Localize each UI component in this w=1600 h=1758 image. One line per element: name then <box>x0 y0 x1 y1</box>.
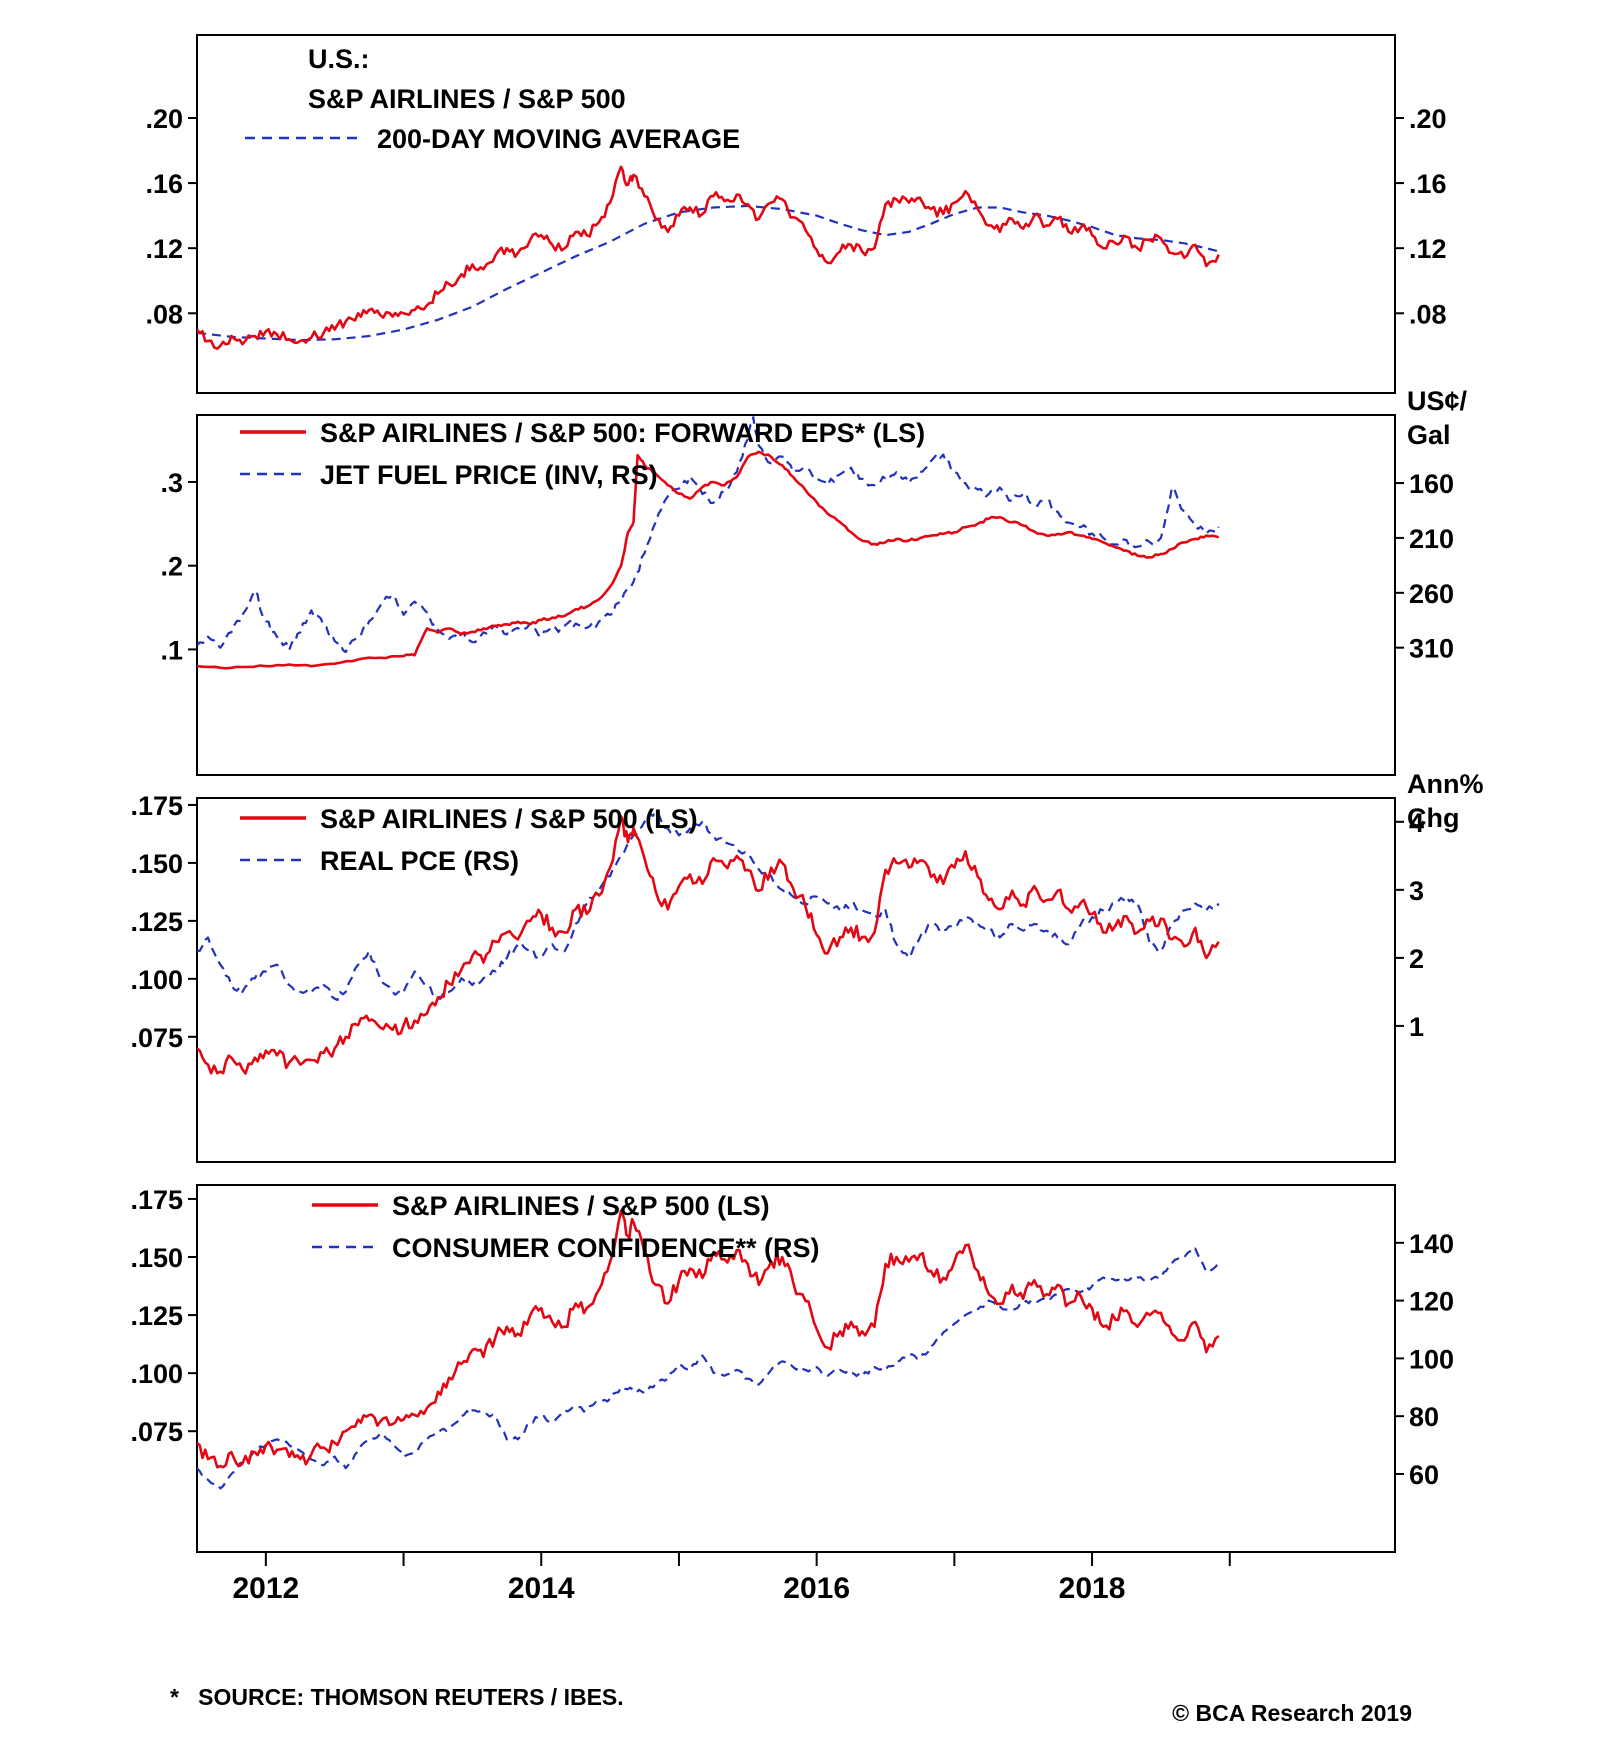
y-tick-label: 4 <box>1409 808 1424 838</box>
legend-label: REAL PCE (RS) <box>320 846 519 876</box>
legend-label: U.S.: <box>308 44 370 74</box>
footnotes: * SOURCE: THOMSON REUTERS / IBES. ** SOU… <box>170 1612 624 1758</box>
series-real-pce-yoy <box>197 810 1220 1002</box>
x-tick-label: 2016 <box>783 1572 850 1605</box>
y-tick-label: 120 <box>1409 1287 1454 1317</box>
right-axis-unit-label: Chg <box>1407 803 1459 833</box>
panel-relative-price: .20 .16 .12 .08 .20 .16 .12 .08 U.S.: S&P AIRLINE… <box>145 34 1447 394</box>
legend-label: 200-DAY MOVING AVERAGE <box>377 124 740 154</box>
panel-frame <box>196 34 1396 394</box>
y-tick-label: .12 <box>1409 234 1447 264</box>
y-tick-label: 60 <box>1409 1460 1439 1490</box>
legend-label: S&P AIRLINES / S&P 500 (LS) <box>320 804 698 834</box>
y-tick-label: .20 <box>145 104 183 134</box>
panel-frame <box>196 1184 1396 1553</box>
legend-label: CONSUMER CONFIDENCE** (RS) <box>392 1233 820 1263</box>
y-tick-label: 210 <box>1409 524 1454 554</box>
panel-frame <box>196 797 1396 1163</box>
series-forward-eps-ratio <box>197 450 1220 670</box>
legend-label: S&P AIRLINES / S&P 500: FORWARD EPS* (LS… <box>320 418 925 448</box>
y-tick-label: .175 <box>130 1185 183 1215</box>
legend-label: JET FUEL PRICE (INV, RS) <box>320 460 658 490</box>
y-tick-label: .150 <box>130 1243 183 1273</box>
series-sp-airlines-vs-sp500 <box>197 165 1220 350</box>
panel-relative-price-vs-real-pce: .175 .150 .125 .100 .075 4 3 2 1 Ann% Chg S&P AIRLI… <box>130 769 1484 1163</box>
y-tick-label: .08 <box>1409 299 1447 329</box>
y-tick-label: 100 <box>1409 1344 1454 1374</box>
copyright: © BCA Research 2019 <box>1172 1700 1412 1726</box>
y-tick-label: .075 <box>130 1417 183 1447</box>
y-tick-label: .2 <box>160 552 183 582</box>
y-tick-label: .125 <box>130 1301 183 1331</box>
y-tick-label: .1 <box>160 635 183 665</box>
y-tick-label: .3 <box>160 468 183 498</box>
y-tick-label: .20 <box>1409 104 1447 134</box>
legend-label: S&P AIRLINES / S&P 500 (LS) <box>392 1191 770 1221</box>
series-jet-fuel-price-inverted <box>197 416 1220 654</box>
right-axis-unit-label: Gal <box>1407 420 1451 450</box>
series-sp-airlines-vs-sp500 <box>197 1209 1220 1469</box>
y-tick-label: 160 <box>1409 469 1454 499</box>
legend-label: S&P AIRLINES / S&P 500 <box>308 84 626 114</box>
x-tick-label: 2014 <box>508 1572 575 1605</box>
y-tick-label: .16 <box>145 169 183 199</box>
y-tick-label: .100 <box>130 1359 183 1389</box>
x-tick-label: 2018 <box>1059 1572 1126 1605</box>
right-axis-unit-label: US¢/ <box>1407 386 1468 416</box>
y-tick-label: .16 <box>1409 169 1447 199</box>
y-tick-label: 140 <box>1409 1229 1454 1259</box>
panel-forward-eps-vs-jet-fuel: .3 .2 .1 160 210 260 310 US¢/ Gal S&P AIRLINES / … <box>160 386 1468 776</box>
footnote-source-1: * SOURCE: THOMSON REUTERS / IBES. <box>170 1684 624 1710</box>
y-tick-label: .150 <box>130 849 183 879</box>
y-tick-label: .08 <box>145 299 183 329</box>
y-tick-label: 310 <box>1409 634 1454 664</box>
y-tick-label: .125 <box>130 907 183 937</box>
y-tick-label: 3 <box>1409 876 1424 906</box>
y-tick-label: 2 <box>1409 944 1424 974</box>
y-tick-label: 1 <box>1409 1012 1424 1042</box>
y-tick-label: .12 <box>145 234 183 264</box>
series-sp-airlines-vs-sp500 <box>197 815 1220 1075</box>
y-tick-label: .175 <box>130 791 183 821</box>
y-tick-label: 260 <box>1409 579 1454 609</box>
series-200-day-moving-average <box>197 204 1219 342</box>
right-axis-unit-label: Ann% <box>1407 769 1484 799</box>
y-tick-label: .100 <box>130 965 183 995</box>
series-consumer-confidence <box>197 1247 1220 1490</box>
y-tick-label: 80 <box>1409 1402 1439 1432</box>
x-tick-label: 2012 <box>232 1572 299 1605</box>
panel-frame <box>196 414 1396 776</box>
y-tick-label: .075 <box>130 1023 183 1053</box>
panel-relative-price-vs-consumer-confidence: .175 .150 .125 .100 .075 140 120 100 80 60 S&P AIR… <box>130 1184 1454 1553</box>
